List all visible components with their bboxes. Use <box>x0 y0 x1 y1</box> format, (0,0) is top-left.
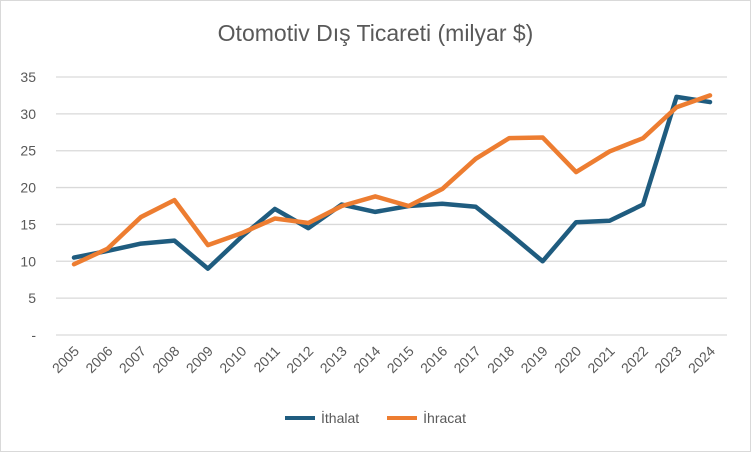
y-tick-label: 35 <box>20 69 36 85</box>
y-tick-label: 20 <box>20 180 36 196</box>
legend-label: İthalat <box>321 410 360 426</box>
y-tick-label: 15 <box>20 216 36 232</box>
x-tick-label: 2009 <box>183 343 216 376</box>
chart-title: Otomotiv Dış Ticareti (milyar $) <box>217 20 534 46</box>
y-tick-label: 30 <box>20 106 36 122</box>
series-line-ithalat <box>71 94 713 271</box>
y-tick-label: - <box>31 327 36 343</box>
legend-swatch <box>387 416 418 420</box>
x-tick-label: 2013 <box>317 343 350 376</box>
x-tick-label: 2010 <box>216 343 249 376</box>
x-tick-label: 2017 <box>450 343 483 376</box>
y-tick-label: 25 <box>20 143 36 159</box>
x-tick-label: 2008 <box>149 343 182 376</box>
y-tick-label: 10 <box>20 253 36 269</box>
x-tick-label: 2019 <box>517 343 550 376</box>
x-tick-label: 2006 <box>82 343 115 376</box>
y-tick-label: 5 <box>28 290 36 306</box>
x-tick-label: 2007 <box>116 343 149 376</box>
x-tick-label: 2024 <box>685 343 718 376</box>
x-tick-label: 2021 <box>584 343 617 376</box>
legend-swatch <box>285 416 316 420</box>
legend: İthalat İhracat <box>0 410 751 426</box>
series-line-ihracat <box>71 93 713 267</box>
x-tick-label: 2016 <box>417 343 450 376</box>
legend-label: İhracat <box>423 410 466 426</box>
x-tick-label: 2023 <box>651 343 684 376</box>
legend-item-ithalat[interactable]: İthalat <box>285 410 359 426</box>
x-tick-label: 2022 <box>618 343 651 376</box>
x-tick-label: 2020 <box>551 343 584 376</box>
x-tick-label: 2012 <box>283 343 316 376</box>
x-tick-label: 2005 <box>49 343 82 376</box>
x-tick-label: 2011 <box>250 343 283 376</box>
x-tick-label: 2014 <box>350 343 383 376</box>
x-tick-label: 2018 <box>484 343 517 376</box>
x-tick-label: 2015 <box>384 343 417 376</box>
legend-item-ihracat[interactable]: İhracat <box>387 410 466 426</box>
